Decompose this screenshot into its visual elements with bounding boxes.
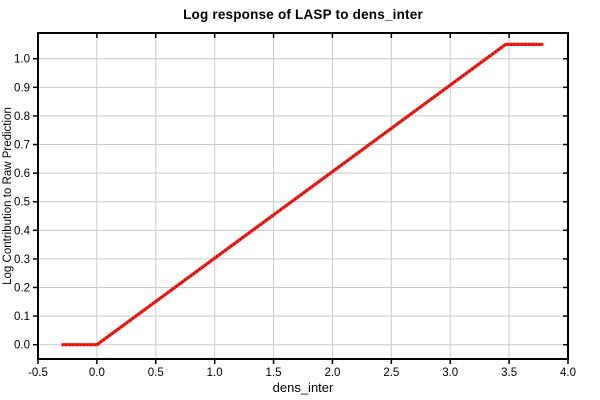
chart-title: Log response of LASP to dens_inter — [183, 7, 423, 22]
y-tick-label: 0.2 — [14, 283, 30, 295]
plot-frame — [37, 32, 569, 360]
y-tick-label: 0.0 — [14, 340, 30, 352]
x-tick-label: 2.0 — [324, 367, 340, 379]
y-tick-label: 0.3 — [14, 254, 30, 266]
x-tick-label: 2.5 — [383, 367, 399, 379]
x-tick-label: -0.5 — [28, 367, 48, 379]
y-tick-label: 0.1 — [14, 311, 30, 323]
series-line-dots — [61, 43, 544, 346]
x-tick-label: 1.5 — [266, 367, 282, 379]
y-tick-label: 0.9 — [14, 82, 30, 94]
x-tick-label: 0.0 — [89, 367, 105, 379]
series-line — [61, 42, 544, 347]
y-axis-label: Log Contribution to Raw Prediction — [2, 107, 14, 285]
x-tick-label: 4.0 — [560, 367, 576, 379]
x-tick-label: 3.5 — [501, 367, 517, 379]
y-tick-label: 0.5 — [14, 197, 30, 209]
y-tick-label: 0.8 — [14, 111, 30, 123]
x-axis-label: dens_inter — [272, 380, 334, 395]
y-tick-label: 0.4 — [14, 225, 31, 237]
x-tick-label: 0.5 — [148, 367, 164, 379]
y-tick-label: 1.0 — [14, 54, 30, 66]
y-tick-label: 0.6 — [14, 168, 30, 180]
y-tick-label: 0.7 — [14, 140, 30, 152]
x-tick-label: 3.0 — [442, 367, 458, 379]
x-tick-label: 1.0 — [207, 367, 223, 379]
